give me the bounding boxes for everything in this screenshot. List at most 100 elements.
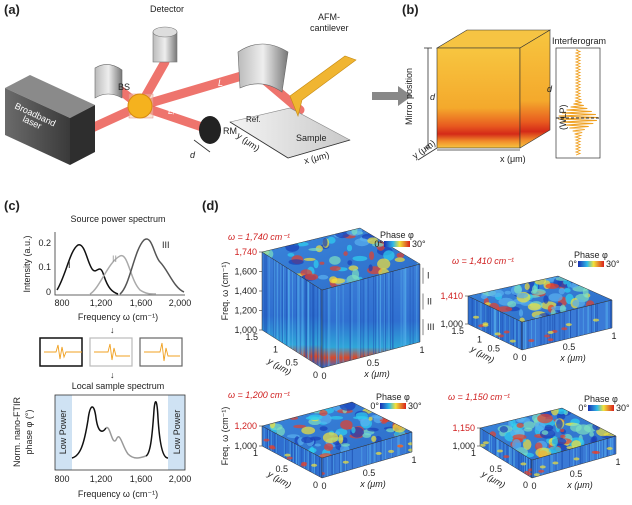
curve-label: II xyxy=(112,254,117,264)
d-marker xyxy=(193,139,211,153)
heatmap-blob xyxy=(544,334,551,338)
heatmap-blob xyxy=(480,443,486,447)
y-tick-label: 0.5 xyxy=(487,343,500,353)
freq-tick-label: 1,200 xyxy=(234,421,257,431)
label: (WLP) xyxy=(558,105,568,131)
y-tick-label: 1 xyxy=(471,448,476,458)
heatmap-blob xyxy=(550,408,559,416)
band-label: II xyxy=(427,296,432,306)
panel-label: (c) xyxy=(4,198,20,213)
cube-face xyxy=(480,408,616,460)
heatmap-blob xyxy=(533,473,540,477)
heatmap-blob xyxy=(372,242,384,247)
freq-tick-label: 1,000 xyxy=(234,441,257,451)
heatmap-blob xyxy=(324,443,334,451)
freq-tick-label: 1,740 xyxy=(234,247,257,257)
heatmap-blob xyxy=(503,455,510,459)
heatmap-blob xyxy=(353,416,369,420)
x-tick-label: 1,200 xyxy=(90,298,113,308)
heatmap-blob xyxy=(319,261,325,265)
axis-label: x (μm) xyxy=(500,154,526,164)
label: d xyxy=(547,84,553,94)
heatmap-blob xyxy=(351,426,356,434)
heatmap-blob xyxy=(523,421,535,430)
x-tick-label: 1,600 xyxy=(130,298,153,308)
heatmap-blob xyxy=(322,472,325,475)
heatmap-blob xyxy=(494,332,501,336)
face-edge xyxy=(261,227,421,291)
heatmap-blob xyxy=(589,431,594,437)
heatmap-blob xyxy=(301,436,314,444)
curve xyxy=(145,401,169,459)
x-axis xyxy=(287,139,351,159)
chart-title: Local sample spectrum xyxy=(72,381,165,391)
axis-label: Freq. ω (cm⁻¹) xyxy=(220,407,230,466)
axis-label: phase φ (°) xyxy=(24,410,34,455)
arrow xyxy=(372,86,412,106)
heatmap-blob xyxy=(368,416,373,421)
heatmap-blob xyxy=(541,430,549,435)
cube: ω = 1,200 cm⁻¹ Phase φ0° 30° 1,200 1,000 Freq… xyxy=(220,390,422,491)
heatmap-blob xyxy=(498,334,504,338)
x-tick-label: 1,200 xyxy=(90,474,113,484)
heatmap-blob xyxy=(564,288,571,293)
heatmap-blob xyxy=(339,402,356,411)
heatmap-blob xyxy=(362,433,372,438)
cube-side xyxy=(519,29,551,149)
heatmap-blob xyxy=(572,299,585,308)
cube: ω = 1,150 cm⁻¹ Phase φ0° 30°1,1501,00010.5… xyxy=(448,392,630,491)
heatmap-blob xyxy=(407,442,412,446)
heatmap-blob xyxy=(314,443,321,447)
heatmap-blob xyxy=(537,413,553,424)
heatmap-blob xyxy=(347,260,353,266)
x-tick-label: 0 xyxy=(531,481,536,491)
heatmap-blob xyxy=(388,449,395,453)
face-edge xyxy=(467,275,613,323)
band-label: I xyxy=(427,271,430,281)
heatmap-blob xyxy=(311,463,318,467)
x-tick-label: 0 xyxy=(321,481,326,491)
y-tick-label: 0 xyxy=(513,352,518,362)
heatmap-blob xyxy=(386,428,396,433)
heatmap-blob xyxy=(304,273,319,281)
freq-tick-label: 1,000 xyxy=(234,325,257,335)
heatmap-blob xyxy=(551,436,558,447)
freq-tick-label: 1,200 xyxy=(234,306,257,316)
colorbar xyxy=(578,261,604,267)
laser-front xyxy=(5,88,70,165)
beam-splitter xyxy=(127,93,153,119)
heatmap-blob xyxy=(539,465,546,469)
panel-label: (d) xyxy=(202,198,219,213)
cube-face xyxy=(262,228,420,290)
y-tick-label: 0.1 xyxy=(38,262,51,272)
laser-side xyxy=(70,105,95,165)
heatmap-blob xyxy=(394,257,405,263)
cube-face xyxy=(322,432,412,478)
heatmap-blob xyxy=(352,255,368,262)
heatmap-blob xyxy=(322,432,339,443)
x-tick-label: 0.5 xyxy=(363,468,376,478)
cube-front xyxy=(436,47,521,149)
x-tick-label: 1 xyxy=(615,457,620,467)
label: Lᵣ xyxy=(168,106,175,116)
heatmap-blob xyxy=(514,285,522,294)
heatmap-blob xyxy=(497,449,503,453)
heatmap-blob xyxy=(520,462,527,466)
panel-a: (a) Broadband laser Detector AFM- cantil… xyxy=(4,2,412,166)
label: cantilever xyxy=(310,23,349,33)
heatmap-blob xyxy=(329,256,341,265)
heatmap-blob xyxy=(488,289,504,298)
heatmap-blob xyxy=(545,283,559,290)
cube-face xyxy=(322,264,420,368)
heatmap-blob xyxy=(396,252,405,259)
colorbar-title: Phase φ xyxy=(584,394,618,404)
y-tick-label: 0.5 xyxy=(275,464,288,474)
cube-face xyxy=(262,252,322,368)
freq-tick-label: 1,000 xyxy=(452,441,475,451)
y-tick-label: 0.5 xyxy=(285,357,298,367)
heatmap-blob xyxy=(327,236,336,244)
heatmap-blob xyxy=(329,416,344,420)
heatmap-blob xyxy=(351,228,358,235)
heatmap-blob xyxy=(375,451,382,455)
